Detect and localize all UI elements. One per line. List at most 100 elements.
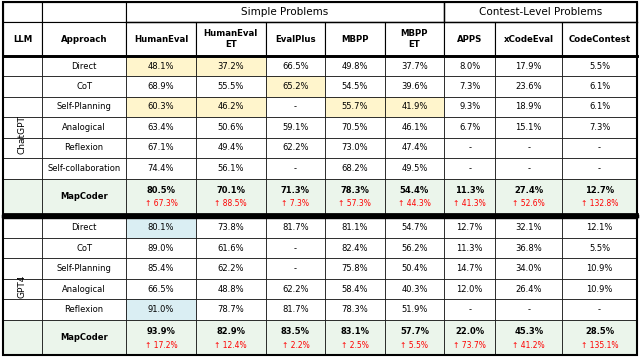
Bar bbox=[385, 299, 444, 320]
Bar bbox=[325, 22, 385, 56]
Text: ↑ 41.3%: ↑ 41.3% bbox=[453, 200, 486, 208]
Bar bbox=[444, 97, 495, 117]
Text: -: - bbox=[527, 164, 531, 173]
Bar bbox=[385, 214, 444, 217]
Bar bbox=[42, 320, 126, 355]
Bar bbox=[126, 56, 196, 76]
Bar bbox=[196, 138, 266, 158]
Text: 66.5%: 66.5% bbox=[148, 285, 174, 293]
Text: 14.7%: 14.7% bbox=[456, 264, 483, 273]
Text: Simple Problems: Simple Problems bbox=[241, 7, 329, 17]
Text: Self-collaboration: Self-collaboration bbox=[47, 164, 121, 173]
Bar bbox=[385, 117, 444, 138]
Bar bbox=[266, 320, 325, 355]
Bar bbox=[196, 214, 266, 217]
Text: 41.9%: 41.9% bbox=[401, 102, 428, 111]
Bar bbox=[196, 117, 266, 138]
Bar bbox=[196, 22, 266, 56]
Text: 12.7%: 12.7% bbox=[585, 186, 614, 195]
Text: CoT: CoT bbox=[76, 82, 92, 91]
Text: 34.0%: 34.0% bbox=[515, 264, 542, 273]
Bar bbox=[196, 279, 266, 299]
Text: ↑ 5.5%: ↑ 5.5% bbox=[401, 341, 428, 350]
Text: -: - bbox=[468, 305, 471, 314]
Bar bbox=[3, 2, 42, 22]
Bar bbox=[126, 258, 196, 279]
Text: 45.3%: 45.3% bbox=[514, 327, 543, 336]
Text: 11.3%: 11.3% bbox=[456, 244, 483, 253]
Bar bbox=[3, 178, 42, 214]
Bar bbox=[325, 76, 385, 97]
Bar bbox=[42, 138, 126, 158]
Bar bbox=[196, 238, 266, 258]
Bar bbox=[42, 238, 126, 258]
Text: 32.1%: 32.1% bbox=[515, 223, 542, 232]
Bar bbox=[562, 214, 637, 217]
Text: ↑ 17.2%: ↑ 17.2% bbox=[145, 341, 177, 350]
Text: MBPP
ET: MBPP ET bbox=[401, 30, 428, 49]
Text: 47.4%: 47.4% bbox=[401, 144, 428, 152]
Bar bbox=[325, 214, 385, 217]
Text: xCodeEval: xCodeEval bbox=[504, 35, 554, 44]
Bar bbox=[196, 258, 266, 279]
Text: ↑ 135.1%: ↑ 135.1% bbox=[581, 341, 618, 350]
Text: 68.2%: 68.2% bbox=[342, 164, 368, 173]
Text: EvalPlus: EvalPlus bbox=[275, 35, 316, 44]
Text: -: - bbox=[598, 144, 601, 152]
Text: ↑ 41.2%: ↑ 41.2% bbox=[513, 341, 545, 350]
Bar bbox=[444, 117, 495, 138]
Text: 22.0%: 22.0% bbox=[455, 327, 484, 336]
Bar bbox=[444, 178, 495, 214]
Bar bbox=[3, 238, 42, 258]
Text: 81.7%: 81.7% bbox=[282, 223, 308, 232]
Text: 50.6%: 50.6% bbox=[218, 123, 244, 132]
Text: 7.3%: 7.3% bbox=[589, 123, 611, 132]
Bar bbox=[266, 238, 325, 258]
Text: ↑ 12.4%: ↑ 12.4% bbox=[214, 341, 247, 350]
Bar bbox=[266, 56, 325, 76]
Text: 51.9%: 51.9% bbox=[401, 305, 428, 314]
Bar bbox=[196, 158, 266, 178]
Text: -: - bbox=[294, 102, 297, 111]
Text: APPS: APPS bbox=[457, 35, 483, 44]
Text: 60.3%: 60.3% bbox=[148, 102, 174, 111]
Text: MapCoder: MapCoder bbox=[60, 192, 108, 201]
Bar bbox=[562, 299, 637, 320]
Bar bbox=[385, 258, 444, 279]
Text: 74.4%: 74.4% bbox=[148, 164, 174, 173]
Bar bbox=[42, 217, 126, 238]
Text: 10.9%: 10.9% bbox=[586, 264, 612, 273]
Bar bbox=[325, 258, 385, 279]
Text: 75.8%: 75.8% bbox=[342, 264, 368, 273]
Text: 55.5%: 55.5% bbox=[218, 82, 244, 91]
Bar bbox=[444, 238, 495, 258]
Text: 80.1%: 80.1% bbox=[148, 223, 174, 232]
Bar bbox=[126, 279, 196, 299]
Bar bbox=[495, 258, 562, 279]
Text: Self-Planning: Self-Planning bbox=[56, 102, 111, 111]
Bar bbox=[126, 2, 444, 22]
Text: 48.8%: 48.8% bbox=[218, 285, 244, 293]
Text: 37.7%: 37.7% bbox=[401, 62, 428, 71]
Bar bbox=[126, 238, 196, 258]
Bar bbox=[126, 158, 196, 178]
Text: Direct: Direct bbox=[71, 223, 97, 232]
Text: -: - bbox=[294, 244, 297, 253]
Text: 54.4%: 54.4% bbox=[400, 186, 429, 195]
Bar bbox=[126, 117, 196, 138]
Text: 73.8%: 73.8% bbox=[218, 223, 244, 232]
Text: 46.2%: 46.2% bbox=[218, 102, 244, 111]
Bar bbox=[3, 76, 42, 97]
Text: 23.6%: 23.6% bbox=[515, 82, 542, 91]
Bar bbox=[495, 138, 562, 158]
Bar bbox=[42, 2, 126, 22]
Text: 8.0%: 8.0% bbox=[459, 62, 481, 71]
Bar bbox=[266, 158, 325, 178]
Bar bbox=[385, 279, 444, 299]
Text: MapCoder: MapCoder bbox=[60, 333, 108, 342]
Text: 91.0%: 91.0% bbox=[148, 305, 174, 314]
Text: Direct: Direct bbox=[71, 62, 97, 71]
Bar bbox=[42, 22, 126, 56]
Text: Reflexion: Reflexion bbox=[65, 144, 104, 152]
Text: -: - bbox=[468, 144, 471, 152]
